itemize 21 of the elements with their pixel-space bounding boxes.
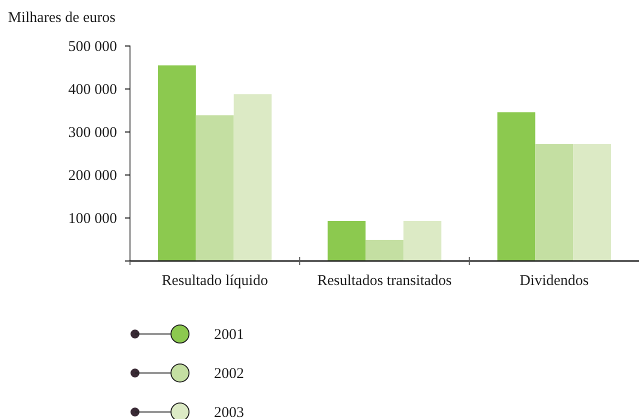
bar	[535, 144, 574, 261]
bar	[573, 144, 611, 261]
x-tick-label: Dividendos	[520, 273, 589, 289]
y-tick-label: 400 000	[68, 82, 117, 98]
bar	[196, 115, 234, 261]
bar	[497, 112, 536, 261]
y-tick-label: 500 000	[68, 38, 117, 55]
bar	[158, 65, 196, 261]
bar	[234, 94, 272, 261]
y-tick-label: 200 000	[68, 168, 117, 184]
legend-label: 2001	[214, 327, 244, 343]
legend-label: 2003	[214, 405, 244, 419]
x-tick-label: Resultados transitados	[317, 273, 452, 289]
bar	[366, 240, 404, 261]
y-axis-title: Milhares de euros	[8, 10, 116, 26]
x-tick-label: Resultado líquido	[162, 273, 268, 289]
bar	[403, 221, 442, 261]
legend-label: 2002	[214, 366, 244, 382]
y-tick-label: 300 000	[68, 124, 117, 141]
bar	[328, 221, 366, 261]
y-tick-label: 100 000	[68, 210, 117, 227]
